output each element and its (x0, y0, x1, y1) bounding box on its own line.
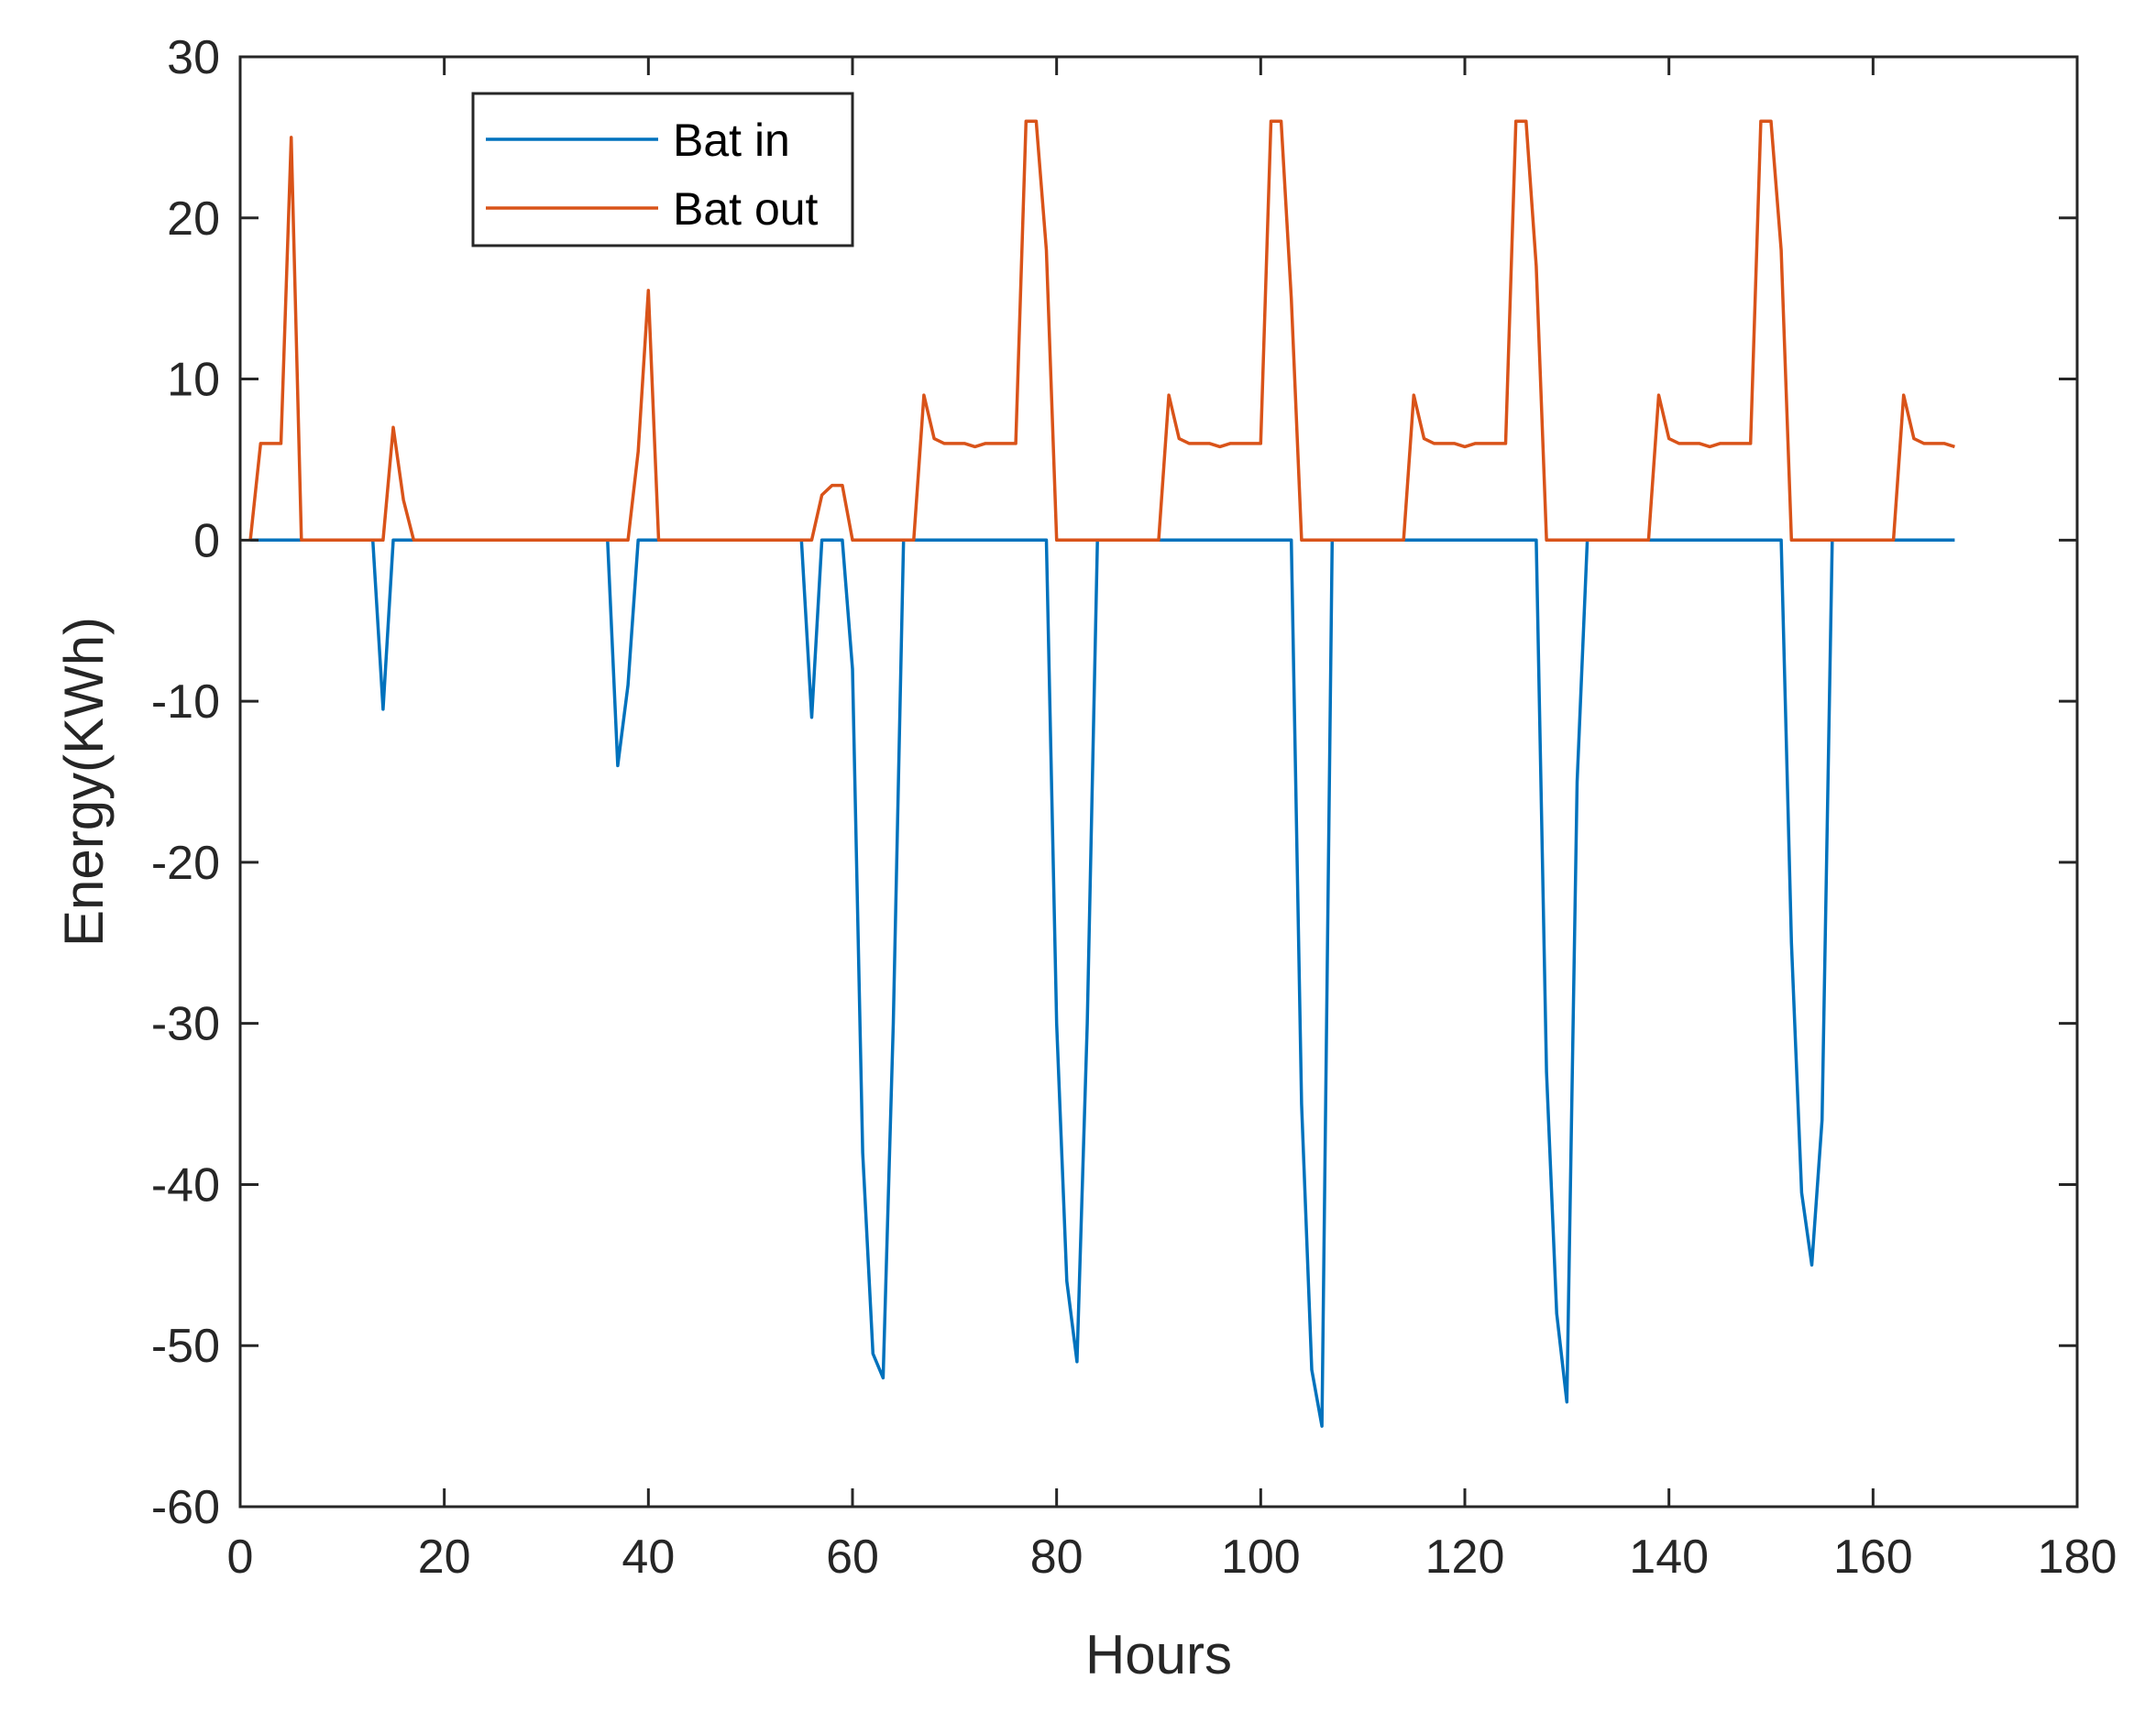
ticks-layer: 0 20 40 60 80 100 120 140 160 1803020100-10-20-30… (151, 31, 2118, 1584)
x-tick-label: 0 (227, 1531, 254, 1584)
y-axis-title: Energy(KWh) (53, 617, 115, 947)
x-tick-label: 140 (1629, 1531, 1709, 1584)
y-tick-label: -30 (151, 998, 220, 1051)
legend-label-bat-in: Bat in (673, 115, 790, 166)
y-tick-label: 0 (193, 514, 220, 567)
x-tick-label: 120 (1425, 1531, 1505, 1584)
x-tick-label: 160 (1833, 1531, 1913, 1584)
y-tick-label: -10 (151, 675, 220, 729)
x-tick-label: 180 (2038, 1531, 2118, 1584)
y-tick-label: -20 (151, 837, 220, 890)
x-axis-title: Hours (1085, 1624, 1232, 1685)
y-tick-label: -40 (151, 1158, 220, 1212)
x-tick-label: 100 (1221, 1531, 1301, 1584)
x-tick-label: 20 (418, 1531, 471, 1584)
y-tick-label: -60 (151, 1481, 220, 1534)
legend: Bat in Bat out (471, 92, 854, 247)
series-line-bat-out (248, 119, 1955, 543)
legend-label-bat-out: Bat out (673, 183, 819, 235)
plot-area (240, 57, 2077, 1507)
legend-box (471, 92, 854, 247)
axes-box (238, 55, 2079, 1509)
x-tick-label: 40 (622, 1531, 675, 1584)
y-tick-label: 10 (167, 354, 220, 407)
y-tick-label: 30 (167, 31, 220, 84)
y-tick-label: 20 (167, 192, 220, 246)
series-line-bat-in (250, 538, 1955, 1428)
series-layer (248, 119, 1955, 1428)
x-tick-label: 60 (826, 1531, 879, 1584)
x-tick-label: 80 (1030, 1531, 1084, 1584)
axes-layer (238, 55, 2079, 1509)
y-tick-label: -50 (151, 1320, 220, 1373)
